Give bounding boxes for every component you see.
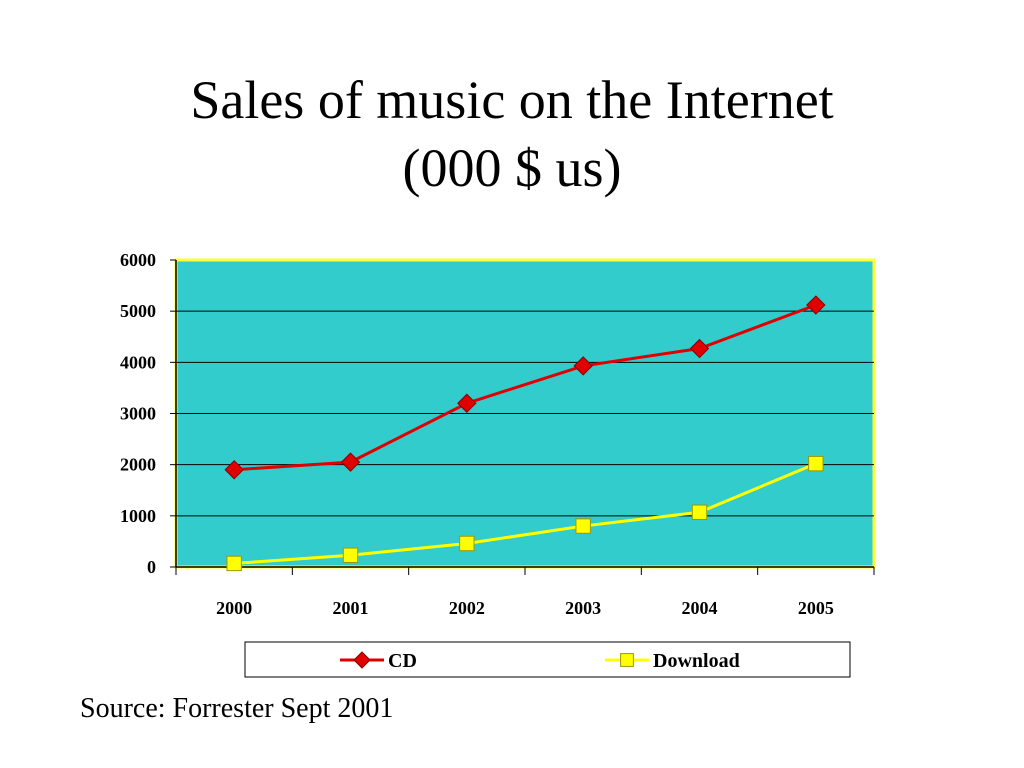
data-point-cd — [224, 460, 244, 480]
data-point-download — [808, 455, 824, 472]
y-tick-label: 4000 — [120, 352, 156, 372]
title-line-2: (000 $ us) — [402, 138, 622, 198]
x-tick-label: 2005 — [798, 598, 834, 618]
data-point-download — [459, 535, 475, 552]
x-tick-label: 2003 — [565, 598, 601, 618]
y-tick-label: 5000 — [120, 301, 156, 321]
y-tick-label: 0 — [147, 557, 156, 577]
data-point-cd — [573, 356, 593, 376]
series-line-download — [234, 462, 817, 565]
source-note: Source: Forrester Sept 2001 — [80, 693, 394, 724]
data-point-download — [226, 555, 242, 572]
y-tick-label: 1000 — [120, 506, 156, 526]
legend-label-download: Download — [653, 650, 740, 672]
legend-label-cd: CD — [388, 650, 417, 672]
y-tick-label: 3000 — [120, 404, 156, 424]
data-point-download — [575, 518, 591, 534]
legend-marker-download — [620, 653, 634, 667]
x-tick-label: 2001 — [333, 598, 369, 618]
data-point-cd — [340, 452, 361, 472]
data-point-download — [691, 504, 708, 520]
data-point-download — [342, 547, 359, 563]
x-tick-label: 2002 — [449, 598, 485, 618]
legend-marker-cd — [353, 651, 371, 669]
legend — [244, 641, 851, 678]
data-point-cd — [457, 393, 477, 413]
chart-title: Sales of music on the Internet (000 $ us… — [0, 66, 1024, 202]
y-tick-label: 6000 — [120, 250, 156, 270]
y-tick-label: 2000 — [120, 455, 156, 475]
x-tick-label: 2000 — [216, 598, 252, 618]
series-line-cd — [234, 303, 817, 472]
data-point-cd — [806, 295, 826, 315]
data-point-cd — [689, 338, 710, 359]
x-tick-label: 2004 — [682, 598, 718, 618]
title-line-1: Sales of music on the Internet — [190, 70, 834, 130]
